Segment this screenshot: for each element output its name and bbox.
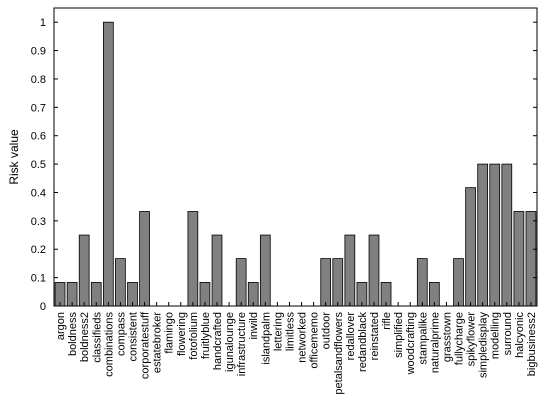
y-tick-label: 0.5: [31, 159, 46, 171]
x-tick-label-stampalike: stampalike: [417, 312, 429, 365]
x-tick-label-networked: networked: [297, 312, 309, 363]
bar-surround: [501, 163, 513, 307]
bar-petalsandflowers: [332, 258, 344, 307]
x-tick-label-fullycharge: fullycharge: [454, 312, 466, 365]
x-tick-label-islandpalm: islandpalm: [260, 312, 272, 365]
x-tick-label-consistent: consistent: [127, 312, 139, 362]
x-tick-label-argon: argon: [55, 312, 67, 340]
plot-frame: [53, 7, 538, 307]
x-tick-label-surround: surround: [502, 312, 514, 355]
bar-combinations: [102, 21, 114, 307]
y-tick-label: 0.3: [31, 216, 46, 228]
x-tick-label-handcrafted: handcrafted: [212, 312, 224, 370]
x-tick-label-limitless: limitless: [284, 312, 296, 352]
x-tick-label-simpledisplay: simpledisplay: [478, 312, 490, 379]
x-tick-label-combinations: combinations: [103, 312, 115, 377]
bar-spikyflower: [465, 187, 476, 307]
y-tick-label: 0.7: [31, 102, 46, 114]
bar-corporatestuff: [139, 211, 150, 307]
bar-boldness2: [78, 234, 90, 307]
bar-redallover: [344, 234, 356, 307]
x-tick-label-outdoor: outdoor: [321, 312, 333, 350]
y-tick-label: 0.6: [31, 131, 46, 143]
bar-outdoor: [320, 258, 332, 307]
x-tick-label-petalsandflowers: petalsandflowers: [333, 312, 345, 395]
x-tick-label-boldness2: boldness2: [79, 312, 91, 362]
bar-islandpalm: [259, 234, 271, 307]
x-tick-label-lettering: lettering: [272, 312, 284, 351]
x-tick-label-boldness: boldness: [67, 312, 79, 357]
x-tick-label-fotofolium: fotofolium: [188, 312, 200, 360]
x-tick-label-bigbusiness2: bigbusiness2: [526, 312, 538, 376]
x-tick-label-reinstated: reinstated: [369, 312, 381, 360]
y-axis-ticks: 0 0.1 0.2 0.3 0.4 0.5 0.6 0.7 0.8 0.9 1: [31, 17, 537, 313]
x-tick-label-simplified: simplified: [393, 312, 405, 358]
x-axis-ticks: argon boldness boldness2 classifieds combina…: [55, 302, 538, 395]
y-tick-label: 0.8: [31, 74, 46, 86]
y-tick-label: 0: [40, 301, 46, 313]
bar-infrastructure: [235, 258, 247, 307]
bar-modelling: [489, 163, 501, 307]
bar-bigbusiness2: [525, 211, 537, 307]
bar-series: [54, 21, 537, 307]
y-tick-label: 0.2: [31, 244, 46, 256]
y-tick-label: 0.9: [31, 46, 46, 58]
x-tick-label-rifle: rifle: [381, 312, 393, 330]
bar-reinstated: [368, 234, 380, 307]
x-tick-label-spikyflower: spikyflower: [466, 312, 478, 367]
bar-fullycharge: [453, 258, 464, 307]
y-axis-label: Risk value: [7, 129, 21, 185]
bar-stampalike: [416, 258, 428, 307]
x-tick-label-redandblack: redandblack: [357, 312, 369, 372]
y-tick-label: 1: [40, 17, 46, 29]
x-tick-label-halcyonic: halcyonic: [514, 312, 526, 358]
x-tick-label-igunalounge: igunalounge: [224, 312, 236, 372]
x-tick-label-compass: compass: [115, 312, 127, 357]
x-tick-label-corporatestuff: corporatestuff: [140, 311, 152, 379]
x-tick-label-estatebroker: estatebroker: [152, 312, 164, 373]
bar-fotofolium: [187, 211, 199, 307]
y-tick-label: 0.4: [31, 187, 46, 199]
bar-halcyonic: [513, 211, 525, 307]
x-tick-label-flamingo: flamingo: [164, 312, 176, 354]
x-tick-label-naturalprime: naturalprime: [429, 312, 441, 373]
x-tick-label-redallover: redallover: [345, 312, 357, 361]
y-tick-label: 0.1: [31, 273, 46, 285]
x-tick-label-flowering: flowering: [176, 312, 188, 356]
x-tick-label-woodcrafting: woodcrafting: [405, 312, 417, 375]
bar-handcrafted: [211, 234, 223, 307]
x-tick-label-officememo: officememo: [309, 312, 321, 369]
bar-compass: [115, 258, 126, 307]
x-tick-label-fruitlyblue: fruitlyblue: [200, 312, 212, 359]
x-tick-label-infrastructure: infrastructure: [236, 312, 248, 376]
bar-simpledisplay: [477, 163, 489, 307]
x-tick-label-inwild: inwild: [248, 312, 260, 340]
x-tick-label-modelling: modelling: [490, 312, 502, 359]
x-tick-label-classifieds: classifieds: [91, 312, 103, 363]
x-tick-label-grasstown: grasstown: [441, 312, 453, 362]
